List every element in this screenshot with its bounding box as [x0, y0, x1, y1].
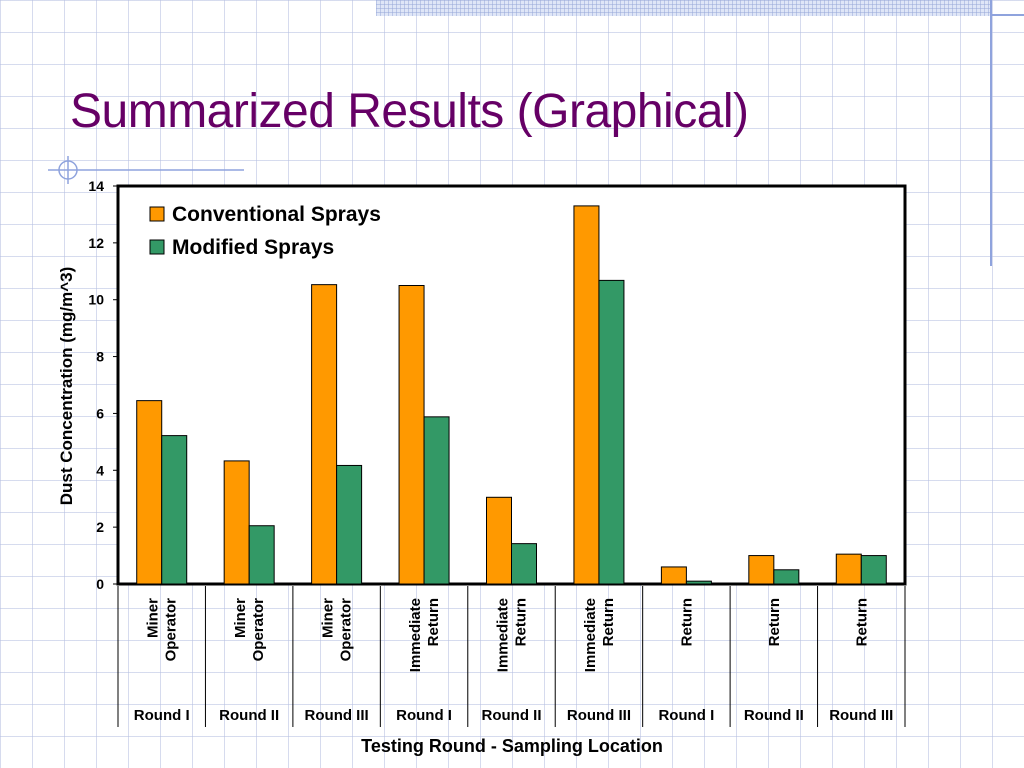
x-location-label-4: Return — [513, 598, 530, 646]
bars-group — [136, 205, 887, 585]
x-round-label-0: Round I — [134, 707, 190, 724]
bar-modified-5 — [598, 279, 625, 585]
x-round-label-1: Round II — [219, 707, 279, 724]
legend: Conventional Sprays Modified Sprays — [140, 198, 412, 264]
bar-conventional-0 — [136, 400, 163, 585]
y-tick-label: 6 — [96, 405, 104, 421]
y-tick-label: 10 — [88, 292, 104, 308]
legend-swatch-conventional — [149, 206, 165, 222]
legend-label-modified: Modified Sprays — [172, 236, 334, 259]
x-location-label-1: Operator — [250, 598, 267, 662]
bar-conventional-7 — [748, 555, 775, 585]
bar-modified-4 — [511, 543, 537, 585]
bar-modified-6 — [685, 580, 712, 585]
y-tick-label: 14 — [88, 178, 104, 194]
bar-modified-2 — [336, 464, 363, 585]
y-tick-label: 4 — [96, 462, 104, 478]
x-location-label-2: Operator — [338, 598, 355, 662]
bar-modified-7 — [773, 569, 800, 585]
x-location-label-2: Miner — [320, 598, 337, 638]
y-axis-ticks: 0 2 4 6 8 10 12 14 — [88, 178, 118, 592]
y-axis-title: Dust Concentration (mg/m^3) — [57, 267, 76, 506]
header-decor-rule-top — [990, 14, 1024, 16]
x-location-label-5: Return — [600, 598, 617, 646]
x-location-label-1: Miner — [232, 598, 249, 638]
bar-modified-1 — [248, 525, 275, 585]
header-decor-rule — [990, 0, 992, 266]
y-tick-label: 12 — [88, 235, 104, 251]
bar-modified-3 — [423, 416, 450, 585]
x-location-label-0: Miner — [145, 598, 162, 638]
x-round-label-6: Round I — [658, 707, 714, 724]
x-round-label-5: Round III — [567, 707, 631, 724]
x-location-label-7: Return — [766, 598, 783, 646]
x-round-label-3: Round I — [396, 707, 452, 724]
y-tick-label: 8 — [96, 349, 104, 365]
bar-conventional-4 — [486, 496, 512, 585]
bar-modified-0 — [161, 435, 188, 585]
bar-conventional-3 — [398, 285, 425, 585]
bar-conventional-2 — [311, 284, 338, 585]
y-tick-label: 0 — [96, 576, 104, 592]
x-location-label-3: Immediate — [407, 598, 424, 672]
x-location-label-8: Return — [853, 598, 870, 646]
y-tick-label: 2 — [96, 519, 104, 535]
x-round-label-2: Round III — [305, 707, 369, 724]
x-location-label-5: Immediate — [582, 598, 599, 672]
x-location-label-4: Immediate — [495, 598, 512, 672]
bar-conventional-5 — [573, 205, 600, 585]
title-ornament — [48, 156, 244, 184]
x-location-label-3: Return — [425, 598, 442, 646]
x-location-label-0: Operator — [163, 598, 180, 662]
bar-modified-8 — [860, 555, 887, 585]
x-round-label-4: Round II — [482, 707, 542, 724]
bar-conventional-1 — [223, 460, 250, 585]
page-title: Summarized Results (Graphical) — [70, 85, 749, 138]
x-round-label-8: Round III — [829, 707, 893, 724]
bar-conventional-6 — [660, 566, 687, 585]
legend-label-conventional: Conventional Sprays — [172, 203, 381, 226]
x-round-label-7: Round II — [744, 707, 804, 724]
bar-conventional-8 — [835, 553, 862, 585]
x-axis-title: Testing Round - Sampling Location — [361, 736, 663, 756]
legend-swatch-modified — [149, 239, 165, 255]
legend-box — [140, 198, 412, 264]
header-decor-band — [376, 0, 990, 16]
x-location-label-6: Return — [678, 598, 695, 646]
